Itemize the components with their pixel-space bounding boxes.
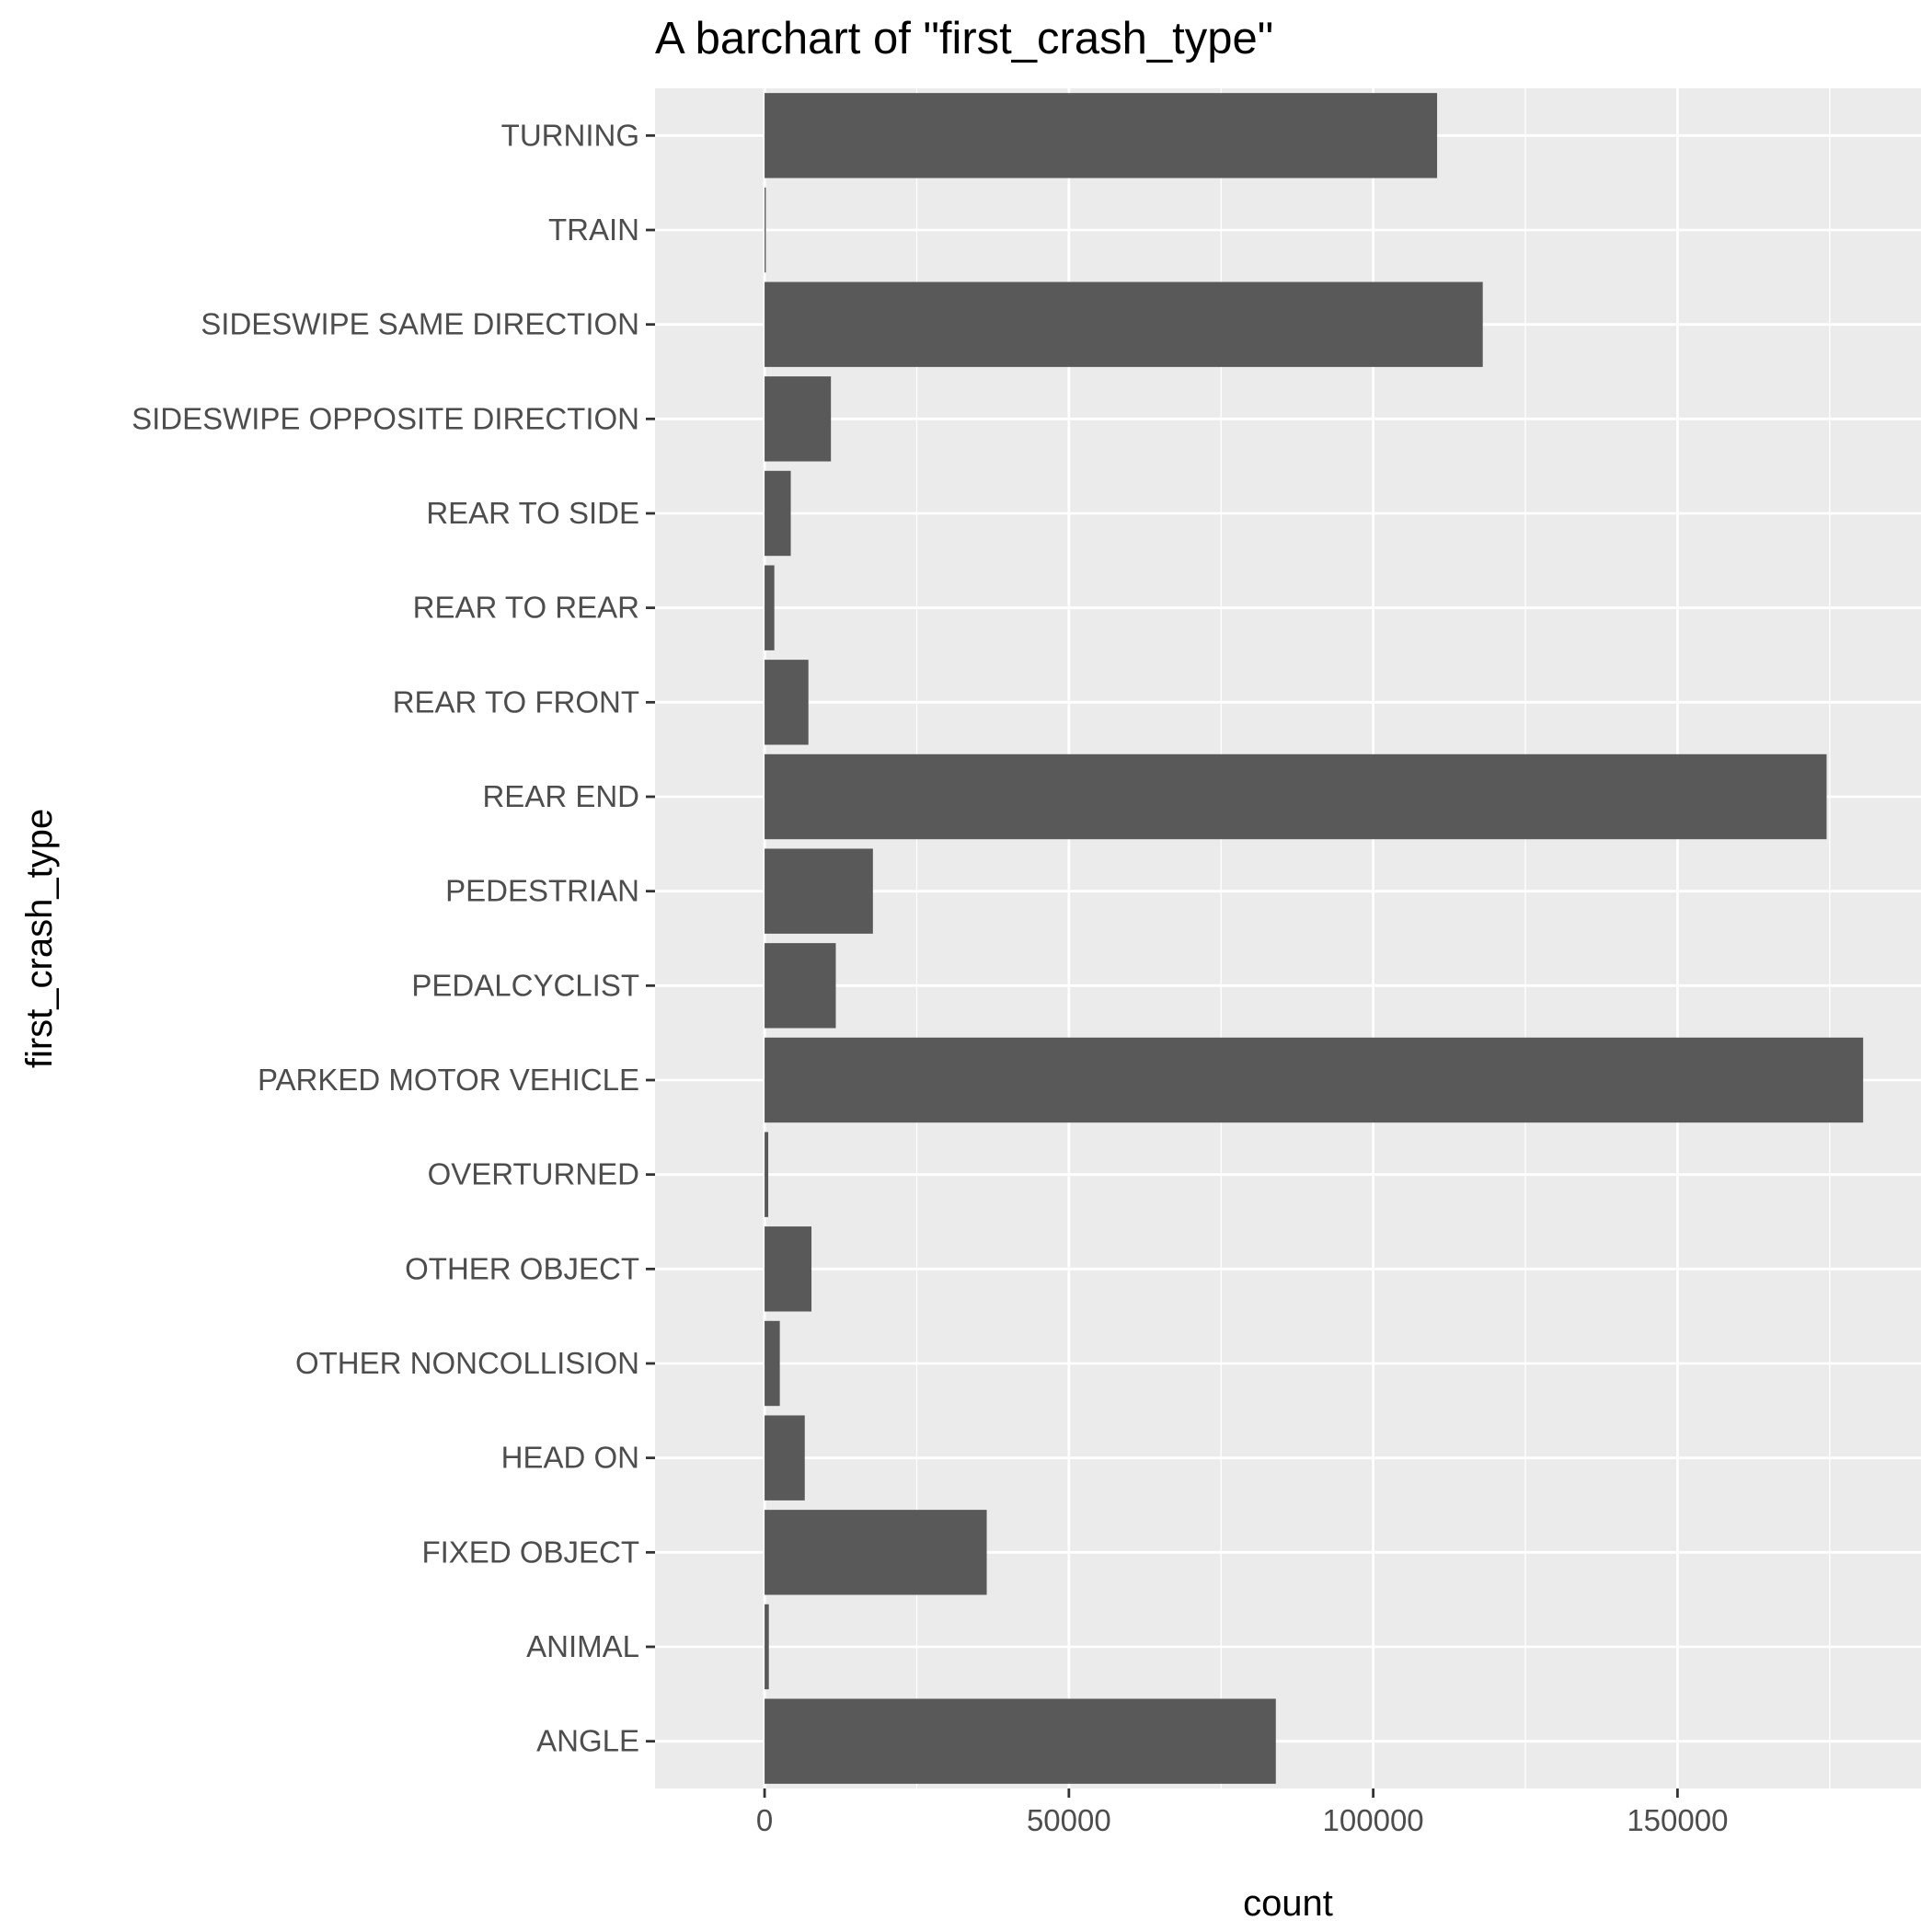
y-tick-label: OTHER OBJECT <box>405 1251 639 1285</box>
bar <box>765 1510 987 1595</box>
bar <box>765 1415 805 1501</box>
y-tick-label: PARKED MOTOR VEHICLE <box>258 1063 639 1097</box>
bar <box>765 93 1438 178</box>
bar <box>765 282 1483 367</box>
y-tick-label: OVERTURNED <box>428 1157 639 1191</box>
x-tick-label: 150000 <box>1627 1803 1728 1837</box>
bar <box>765 1320 780 1407</box>
bar <box>765 565 775 650</box>
bar <box>765 1226 812 1312</box>
y-tick-label: TURNING <box>501 118 639 152</box>
bar <box>765 470 791 557</box>
y-axis-title: first_crash_type <box>19 809 60 1068</box>
x-tick-label: 50000 <box>1027 1803 1111 1837</box>
y-tick-label: OTHER NONCOLLISION <box>295 1346 639 1380</box>
y-tick-label: PEDESTRIAN <box>445 874 639 908</box>
x-axis: 0 50000 100000 150000 <box>756 1788 1728 1837</box>
bar <box>765 943 836 1029</box>
y-tick-label: TRAIN <box>548 213 639 247</box>
y-tick-label: REAR END <box>482 779 639 813</box>
y-tick-label: PEDALCYCLIST <box>411 968 639 1002</box>
bar <box>765 660 809 745</box>
bar <box>765 1698 1276 1784</box>
y-tick-label: REAR TO SIDE <box>426 496 639 530</box>
bar <box>765 848 873 934</box>
bar <box>765 1604 769 1690</box>
x-tick-label: 0 <box>756 1803 773 1837</box>
y-tick-label: ANIMAL <box>526 1629 639 1663</box>
y-tick-label: SIDESWIPE OPPOSITE DIRECTION <box>132 401 639 435</box>
y-tick-label: SIDESWIPE SAME DIRECTION <box>201 307 639 341</box>
y-tick-label: ANGLE <box>536 1724 639 1758</box>
y-tick-label: REAR TO REAR <box>413 591 639 625</box>
minor-gridlines <box>915 88 1831 1788</box>
bars <box>765 93 1864 1784</box>
y-tick-label: REAR TO FRONT <box>393 684 639 719</box>
y-tick-label: FIXED OBJECT <box>421 1535 639 1569</box>
bar <box>765 1132 769 1217</box>
plot-panel <box>655 88 1921 1788</box>
x-tick-label: 100000 <box>1323 1803 1424 1837</box>
y-axis: ANGLE ANIMAL FIXED OBJECT HEAD ON OTHER NONC… <box>132 118 655 1758</box>
bar <box>765 1037 1864 1123</box>
x-axis-title: count <box>1243 1883 1333 1924</box>
bar <box>765 753 1827 840</box>
chart-title: A barchart of "first_crash_type" <box>655 14 1274 63</box>
bar <box>765 376 832 462</box>
y-tick-label: HEAD ON <box>501 1441 639 1475</box>
